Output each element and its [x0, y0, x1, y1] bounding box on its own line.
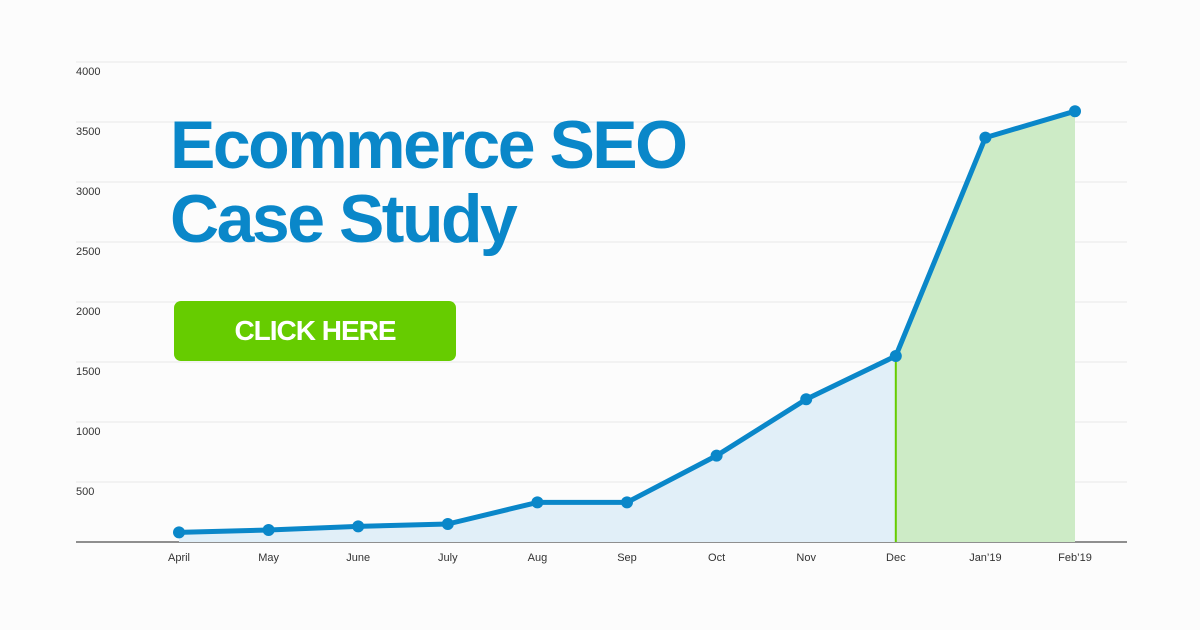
point — [710, 449, 723, 462]
point — [262, 524, 275, 536]
x-tick-label: Oct — [708, 552, 725, 564]
x-tick-label: Jan’19 — [969, 552, 1001, 564]
x-tick-label: Sep — [617, 552, 637, 564]
point — [621, 496, 633, 509]
y-tick-label: 3500 — [76, 126, 100, 138]
x-tick-label: Aug — [528, 552, 548, 564]
highlight-area — [895, 111, 1075, 542]
point — [889, 350, 902, 362]
y-tick-label: 1000 — [76, 426, 100, 438]
y-tick-label: 1500 — [76, 366, 100, 378]
x-tick-label: June — [346, 552, 370, 564]
point — [1069, 105, 1081, 118]
x-tick-label: July — [438, 552, 458, 564]
point — [531, 496, 544, 509]
cta-button[interactable]: CLICK HERE — [174, 301, 456, 361]
point — [352, 520, 365, 533]
point — [800, 393, 813, 406]
y-tick-label: 4000 — [76, 66, 100, 78]
x-tick-label: Nov — [796, 552, 816, 564]
chart-title: Ecommerce SEO Case Study — [170, 107, 688, 257]
y-tick-label: 2000 — [76, 306, 100, 318]
point — [979, 131, 992, 144]
x-tick-label: Dec — [886, 552, 906, 564]
y-tick-label: 3000 — [76, 186, 100, 198]
point — [441, 518, 454, 530]
area — [179, 356, 896, 542]
y-tick-label: 2500 — [76, 246, 100, 258]
point — [173, 526, 185, 539]
x-tick-label: April — [168, 552, 190, 564]
x-tick-label: May — [258, 552, 279, 564]
x-tick-label: Feb’19 — [1058, 552, 1092, 564]
y-tick-label: 500 — [76, 486, 94, 498]
